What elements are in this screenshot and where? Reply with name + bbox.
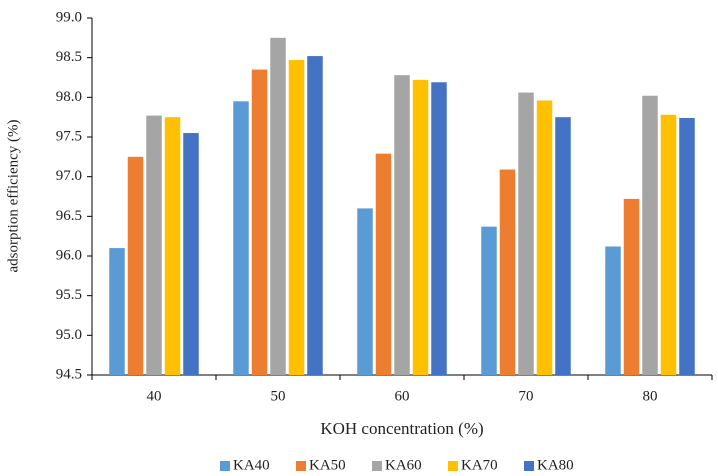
y-tick-label: 97.0 (56, 168, 82, 184)
legend-swatch (372, 461, 382, 471)
bar (412, 79, 429, 375)
x-tick-label: 70 (519, 388, 534, 404)
legend-swatch (220, 461, 230, 471)
y-tick-label: 98.5 (56, 49, 82, 65)
legend-swatch (448, 461, 458, 471)
legend-label: KA60 (385, 457, 422, 473)
bar (660, 114, 677, 375)
y-tick-label: 99.0 (56, 9, 82, 25)
bar (555, 117, 571, 376)
bar (679, 117, 695, 376)
x-tick-label: 80 (643, 388, 658, 404)
bar (642, 95, 658, 375)
legend-swatch (296, 461, 306, 471)
y-tick-label: 96.0 (56, 247, 82, 263)
bar (481, 226, 497, 375)
y-tick-label: 95.0 (56, 327, 82, 343)
bar (251, 69, 268, 376)
bar (394, 75, 410, 376)
bar (623, 198, 640, 375)
bar (536, 100, 553, 376)
bar (109, 248, 125, 375)
x-tick-label: 50 (271, 388, 286, 404)
bar (307, 56, 323, 375)
x-tick-label: 60 (395, 388, 410, 404)
bar (375, 153, 392, 375)
bar (605, 246, 621, 375)
bar (288, 60, 305, 376)
legend-label: KA50 (309, 457, 346, 473)
bar (183, 133, 199, 375)
bar (146, 115, 162, 375)
bar (357, 208, 373, 375)
legend-label: KA80 (537, 457, 574, 473)
legend-swatch (524, 461, 534, 471)
y-axis-title: adsorption efficiency (%) (5, 119, 21, 272)
legend-label: KA70 (461, 457, 498, 473)
y-tick-label: 94.5 (56, 366, 82, 382)
x-axis-title: KOH concentration (%) (320, 419, 483, 438)
bar (127, 156, 144, 375)
y-tick-label: 97.5 (56, 128, 82, 144)
bar (499, 169, 516, 375)
bar (518, 92, 534, 375)
bar (270, 37, 286, 375)
y-tick-label: 95.5 (56, 287, 82, 303)
legend-label: KA40 (233, 457, 270, 473)
y-tick-label: 96.5 (56, 208, 82, 224)
bar (233, 101, 249, 376)
x-tick-label: 40 (147, 388, 162, 404)
bar (164, 117, 181, 376)
y-tick-label: 98.0 (56, 89, 82, 105)
bar (431, 82, 447, 375)
